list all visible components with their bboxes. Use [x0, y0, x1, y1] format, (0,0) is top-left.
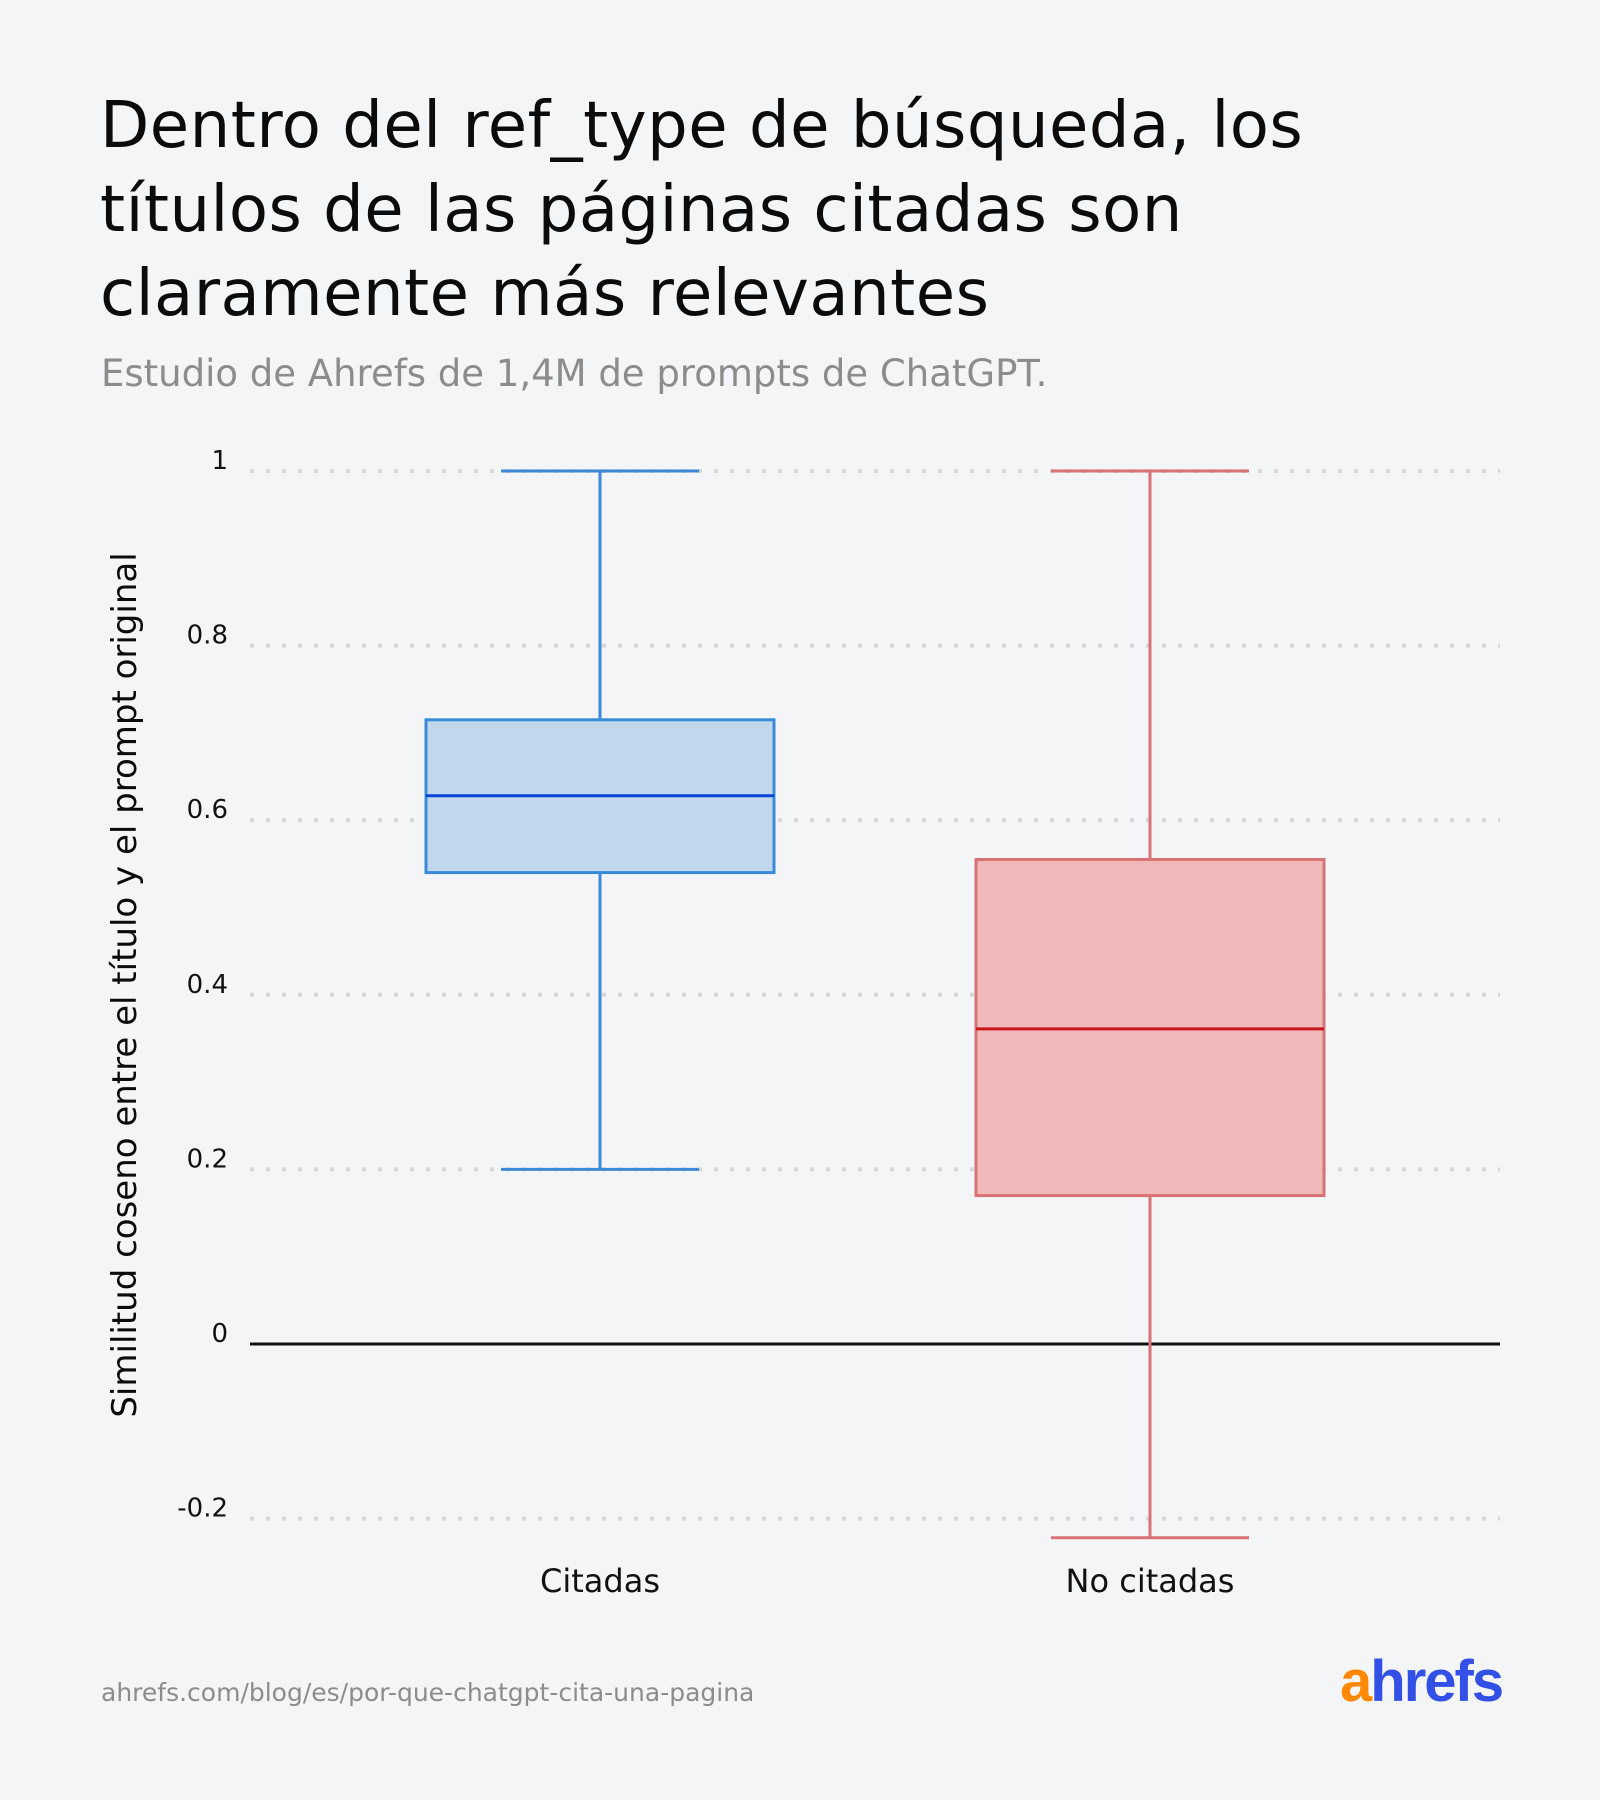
box-citadas: [424, 469, 776, 1171]
y-tick-label: 0.4: [187, 970, 228, 1000]
x-tick-label: Citadas: [540, 1562, 660, 1600]
ahrefs-logo: ahrefs: [1340, 1649, 1504, 1714]
grid-lines: [250, 469, 1500, 1521]
x-tick-label: No citadas: [1066, 1562, 1235, 1600]
y-tick-label: 0.8: [187, 621, 228, 651]
source-url[interactable]: ahrefs.com/blog/es/por-que-chatgpt-cita-…: [101, 1678, 755, 1707]
y-tick-label: 1: [211, 446, 228, 476]
x-tick-labels: Citadas No citadas: [540, 1562, 1234, 1600]
chart-title: Dentro del ref_type de búsqueda, los tít…: [100, 89, 1304, 331]
y-tick-labels: 1 0.8 0.6 0.4 0.2 0 -0.2: [177, 446, 228, 1524]
y-axis-label: Similitud coseno entre el título y el pr…: [105, 552, 145, 1417]
chart-subtitle: Estudio de Ahrefs de 1,4M de prompts de …: [101, 352, 1048, 395]
y-tick-label: 0.6: [187, 795, 228, 825]
box-no-citadas: [974, 469, 1326, 1540]
y-tick-label: 0: [211, 1319, 228, 1349]
y-tick-label: -0.2: [177, 1494, 228, 1524]
boxes: [424, 469, 1326, 1540]
y-tick-label: 0.2: [187, 1144, 228, 1174]
